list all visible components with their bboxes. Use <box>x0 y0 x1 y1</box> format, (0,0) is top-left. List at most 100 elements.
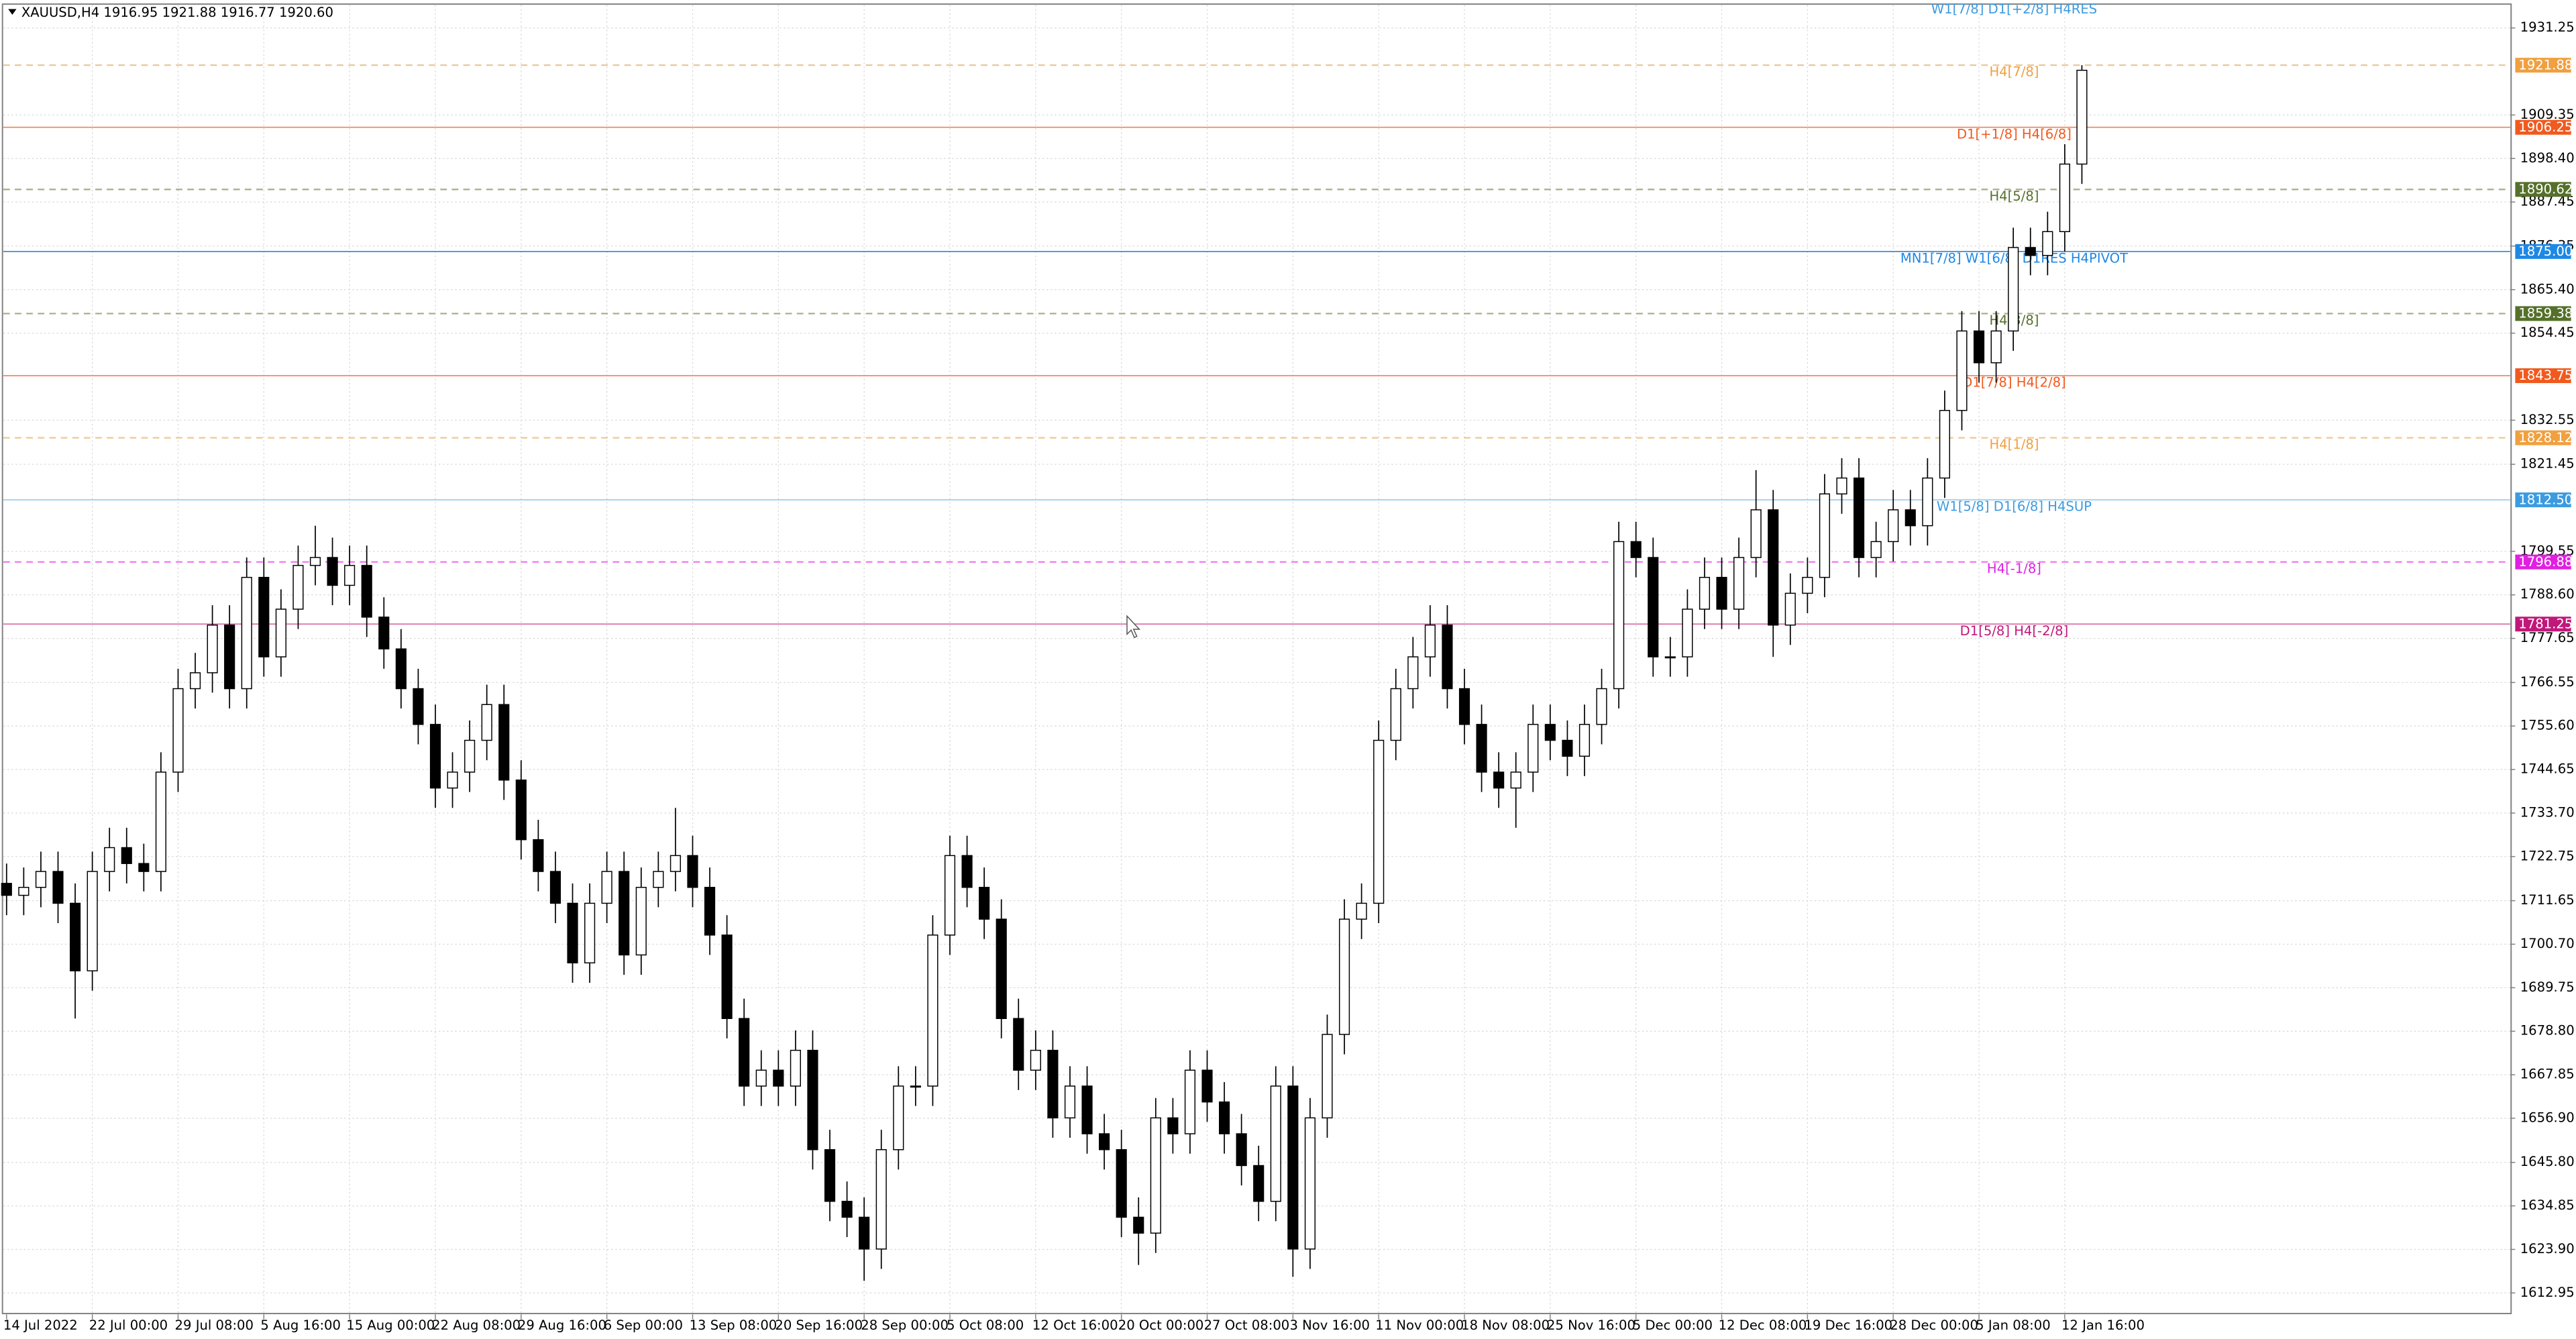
candle-body <box>1184 1069 1196 1134</box>
chart-header: XAUUSD,H4 1916.95 1921.88 1916.77 1920.6… <box>21 5 333 20</box>
candle-body <box>189 672 201 690</box>
candle-body <box>1270 1085 1281 1202</box>
candle-body <box>1013 1018 1024 1071</box>
candle-body <box>1287 1085 1299 1250</box>
candle-body <box>619 871 630 956</box>
candle-body <box>549 871 561 904</box>
mouse-cursor <box>1126 614 1141 639</box>
candle-body <box>1030 1049 1041 1071</box>
x-tick-label: 19 Dec 16:00 <box>1804 1318 1892 1333</box>
candle-body <box>155 771 166 872</box>
x-tick-label: 5 Aug 16:00 <box>260 1318 341 1333</box>
candle-body <box>1338 918 1350 1035</box>
price-label: 1828.12 <box>2518 430 2573 445</box>
candle-body <box>52 871 64 904</box>
candle-body <box>275 608 286 657</box>
candle-body <box>18 887 30 896</box>
candle-body <box>910 1085 921 1088</box>
candle-body <box>172 688 184 773</box>
y-tick-label: 1766.55 <box>2520 674 2575 690</box>
candle-body <box>429 724 441 789</box>
candle-body <box>1081 1085 1093 1134</box>
y-tick-label: 1931.25 <box>2520 19 2575 35</box>
candle-body <box>224 625 235 690</box>
candle-body <box>601 871 612 904</box>
candle-body <box>807 1049 818 1150</box>
y-tick-label: 1700.70 <box>2520 936 2575 951</box>
candle-body <box>721 934 733 1019</box>
y-tick-label: 1656.90 <box>2520 1110 2575 1125</box>
price-box <box>2515 244 2571 259</box>
candles <box>1 65 2088 1281</box>
level-label: H4[5/8] <box>1989 189 2039 204</box>
candle-body <box>1716 576 1727 610</box>
candle-body <box>1493 771 1505 789</box>
x-tick-label: 27 Oct 08:00 <box>1204 1318 1290 1333</box>
level-label: H4[7/8] <box>1989 64 2039 80</box>
y-tick-label: 1865.40 <box>2520 281 2575 297</box>
candle-body <box>927 934 938 1087</box>
candle-body <box>1888 509 1899 543</box>
candle-body <box>481 704 492 741</box>
x-tick-label: 6 Sep 00:00 <box>604 1318 683 1333</box>
candle-body <box>875 1149 887 1250</box>
candle-body <box>704 887 716 936</box>
candle-body <box>687 855 698 888</box>
level-label: D1[5/8] H4[-2/8] <box>1960 623 2069 639</box>
candle-body <box>1939 410 1950 479</box>
candle-body <box>35 871 47 888</box>
candle-body <box>1218 1101 1230 1134</box>
menu-arrow[interactable] <box>8 9 17 15</box>
x-tick-label: 18 Nov 08:00 <box>1461 1318 1550 1333</box>
candle-body <box>327 557 338 586</box>
candle-body <box>1476 724 1487 773</box>
candle-body <box>533 839 544 872</box>
level-annotation: W1[7/8] D1[+2/8] H4RES <box>1931 1 2097 17</box>
y-tick-label: 1854.45 <box>2520 325 2575 340</box>
candle-body <box>1304 1117 1316 1250</box>
candle-body <box>979 887 990 920</box>
y-tick-label: 1788.60 <box>2520 586 2575 602</box>
candle-body <box>755 1069 767 1087</box>
price-label: 1921.88 <box>2518 57 2573 72</box>
x-tick-label: 29 Jul 08:00 <box>175 1318 254 1333</box>
candle-body <box>2076 70 2088 165</box>
candle-body <box>1578 724 1591 757</box>
price-box <box>2515 182 2571 197</box>
candle-body <box>1768 509 1779 626</box>
candle-body <box>395 648 407 690</box>
candle-body <box>1819 493 1831 578</box>
x-tick-label: 15 Aug 00:00 <box>346 1318 435 1333</box>
x-tick-label: 20 Oct 00:00 <box>1118 1318 1204 1333</box>
candle-body <box>2025 247 2036 256</box>
level-label: H4[-1/8] <box>1987 561 2041 576</box>
candle-body <box>1904 509 1916 527</box>
candle-body <box>258 576 270 657</box>
candle-body <box>1424 625 1436 657</box>
candle-body <box>1116 1149 1127 1218</box>
levels: W1[7/8] D1[+2/8] H4RES H4[7/8] D1[+1/8] H4… <box>3 1 2511 639</box>
candle-body <box>1853 477 1865 558</box>
x-tick-label: 22 Aug 08:00 <box>432 1318 521 1333</box>
candle-body <box>1390 688 1401 741</box>
y-tick-label: 1645.80 <box>2520 1154 2575 1169</box>
candle-body <box>1133 1216 1144 1234</box>
x-tick-label: 12 Dec 08:00 <box>1719 1318 1807 1333</box>
candle-body <box>1784 592 1796 626</box>
candle-body <box>1836 477 1847 494</box>
candle-body <box>413 688 424 725</box>
candle-body <box>309 557 321 566</box>
x-tick-label: 13 Sep 08:00 <box>690 1318 777 1333</box>
price-box <box>2515 58 2571 73</box>
price-label: 1781.25 <box>2518 617 2573 632</box>
candle-body <box>824 1149 836 1202</box>
candle-body <box>378 617 390 650</box>
candle-body <box>1167 1117 1179 1134</box>
candle-body <box>1802 576 1813 594</box>
candle-body <box>1990 330 2002 364</box>
x-tick-label: 29 Aug 16:00 <box>518 1318 606 1333</box>
candle-body <box>1150 1117 1161 1234</box>
candle-body <box>361 565 372 618</box>
candle-body <box>1373 739 1385 904</box>
candle-body <box>1201 1069 1213 1103</box>
